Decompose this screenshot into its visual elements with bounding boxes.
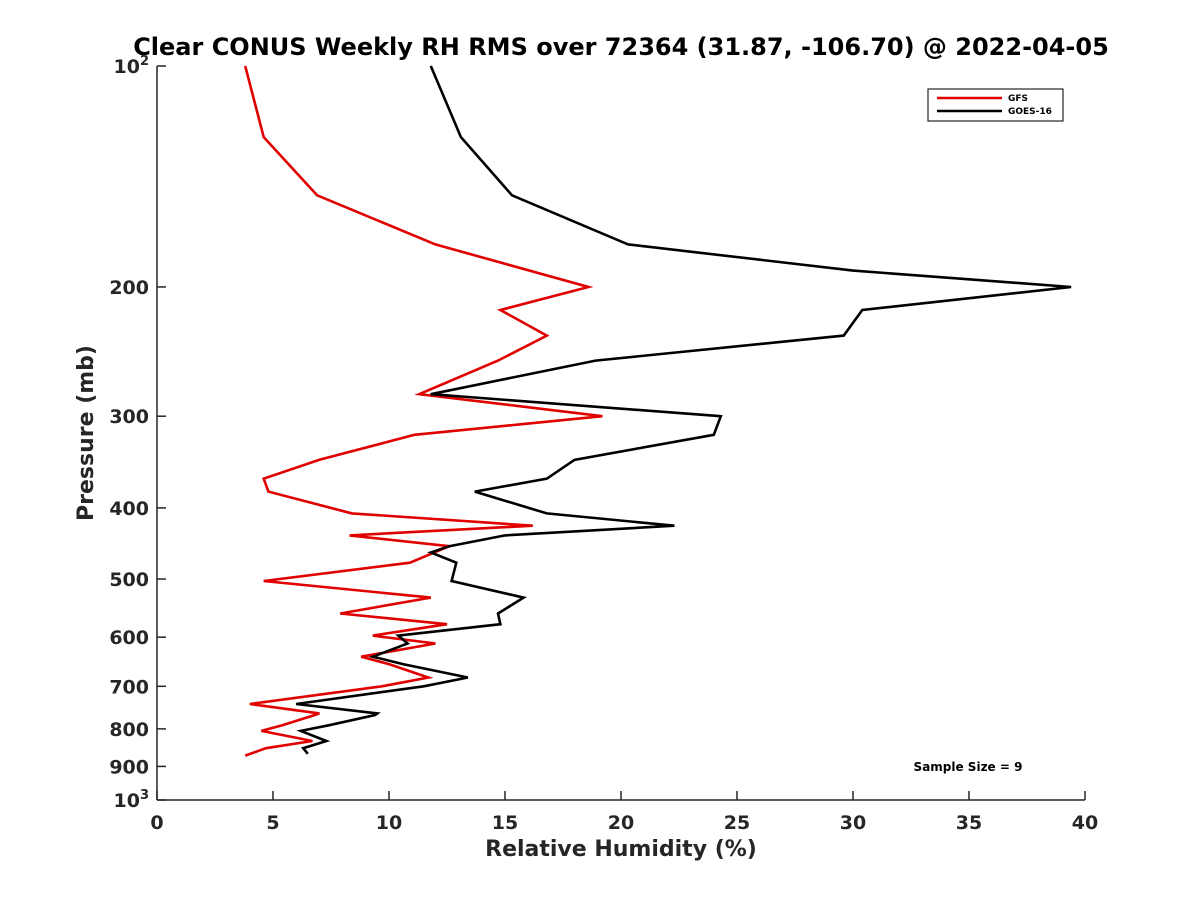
x-axis-ticks: 0 5 10 15 20 25 30 35 40 — [150, 791, 1098, 834]
chart-title: Clear CONUS Weekly RH RMS over 72364 (31… — [133, 33, 1109, 61]
x-tick-label: 5 — [266, 812, 279, 834]
y-tick-label: 103 — [114, 788, 150, 812]
y-tick-label: 900 — [109, 756, 149, 778]
x-axis-label: Relative Humidity (%) — [485, 837, 757, 862]
series-lines — [243, 65, 1072, 757]
legend: GFS GOES-16 — [927, 88, 1064, 122]
y-tick-label: 200 — [109, 277, 149, 299]
x-tick-label: 35 — [956, 812, 982, 834]
x-tick-label: 40 — [1072, 812, 1098, 834]
y-tick-label: 800 — [109, 719, 149, 741]
x-tick-label: 15 — [492, 812, 518, 834]
y-tick-label: 500 — [109, 569, 149, 591]
series-line-goes-16 — [296, 65, 1072, 755]
x-tick-label: 30 — [840, 812, 866, 834]
y-tick-label: 300 — [109, 406, 149, 428]
y-tick-label: 102 — [114, 54, 150, 78]
x-tick-label: 20 — [608, 812, 634, 834]
legend-box — [927, 88, 1064, 122]
y-axis-label: Pressure (mb) — [74, 345, 99, 521]
axes — [156, 66, 1085, 801]
y-axis-ticks: 102 200 300 400 500 600 700 800 900 103 — [109, 54, 166, 812]
legend-label-gfs: GFS — [1008, 94, 1028, 104]
sample-size-annotation: Sample Size = 9 — [914, 760, 1023, 774]
y-tick-label: 400 — [109, 498, 149, 520]
series-line-gfs — [243, 65, 603, 757]
y-tick-label: 700 — [109, 676, 149, 698]
x-tick-label: 25 — [724, 812, 750, 834]
legend-label-goes16: GOES-16 — [1008, 107, 1052, 117]
x-tick-label: 0 — [150, 812, 163, 834]
x-tick-label: 10 — [376, 812, 402, 834]
y-tick-label: 600 — [109, 627, 149, 649]
